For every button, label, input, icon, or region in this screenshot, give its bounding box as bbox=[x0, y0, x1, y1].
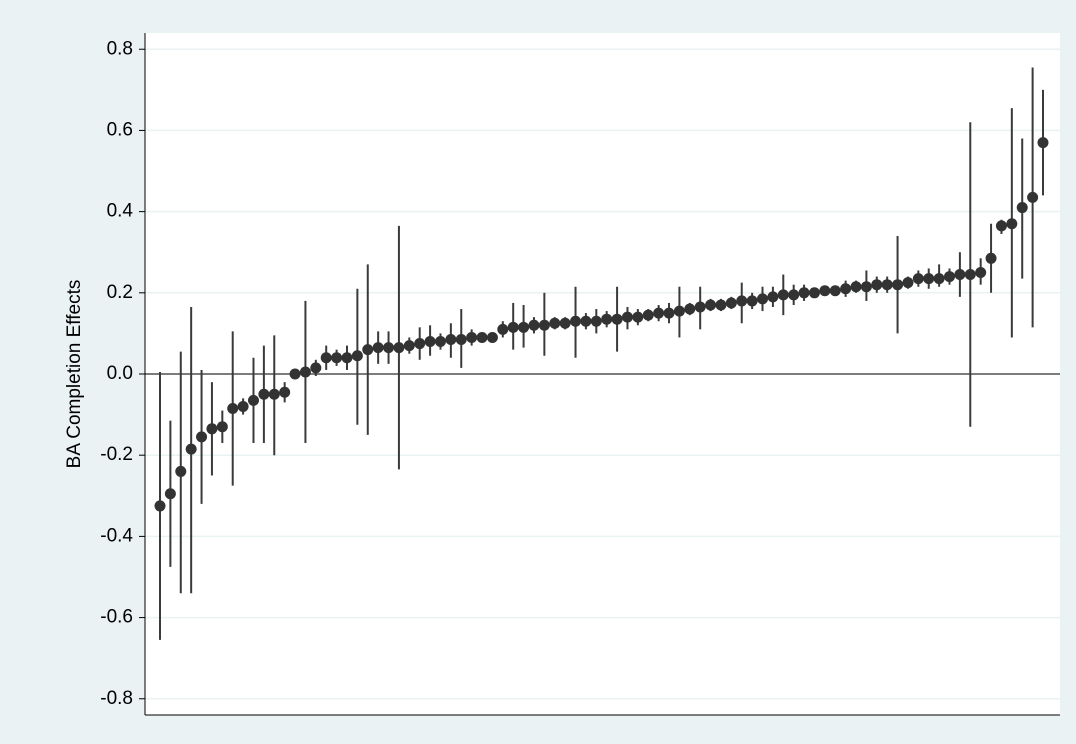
y-tick-label: -0.8 bbox=[100, 688, 133, 709]
point-estimate bbox=[985, 252, 997, 264]
point-estimate bbox=[393, 342, 405, 354]
point-estimate bbox=[289, 368, 301, 380]
y-tick-label: -0.6 bbox=[100, 607, 133, 628]
point-estimate bbox=[881, 279, 893, 291]
y-axis-label: BA Completion Effects bbox=[64, 280, 85, 469]
point-estimate bbox=[341, 352, 353, 364]
point-estimate bbox=[860, 281, 872, 293]
point-estimate bbox=[923, 273, 935, 285]
point-estimate bbox=[1037, 137, 1049, 149]
point-estimate bbox=[850, 281, 862, 293]
point-estimate bbox=[320, 352, 332, 364]
point-estimate bbox=[206, 423, 218, 435]
point-estimate bbox=[580, 315, 592, 327]
point-estimate bbox=[518, 321, 530, 333]
point-estimate bbox=[767, 291, 779, 303]
point-estimate bbox=[362, 344, 374, 356]
point-estimate bbox=[383, 342, 395, 354]
point-estimate bbox=[216, 421, 228, 433]
point-estimate bbox=[196, 431, 208, 443]
point-estimate bbox=[621, 311, 633, 323]
point-estimate bbox=[164, 488, 176, 500]
point-estimate bbox=[299, 366, 311, 378]
point-estimate bbox=[414, 338, 426, 350]
point-estimate bbox=[175, 465, 187, 477]
point-estimate bbox=[663, 307, 675, 319]
point-estimate bbox=[715, 299, 727, 311]
point-estimate bbox=[892, 279, 904, 291]
point-estimate bbox=[185, 443, 197, 455]
point-estimate bbox=[476, 331, 488, 343]
point-estimate bbox=[559, 317, 571, 329]
point-estimate bbox=[507, 321, 519, 333]
point-estimate bbox=[933, 273, 945, 285]
point-estimate bbox=[570, 315, 582, 327]
point-estimate bbox=[549, 317, 561, 329]
point-estimate bbox=[372, 342, 384, 354]
point-estimate bbox=[829, 285, 841, 297]
point-estimate bbox=[434, 336, 446, 348]
point-estimate bbox=[424, 336, 436, 348]
y-tick-label: 0.0 bbox=[107, 363, 133, 384]
point-estimate bbox=[995, 220, 1007, 232]
point-estimate bbox=[445, 333, 457, 345]
point-estimate bbox=[757, 293, 769, 305]
y-tick-label: 0.6 bbox=[107, 119, 133, 140]
point-estimate bbox=[310, 362, 322, 374]
point-estimate bbox=[258, 388, 270, 400]
point-estimate bbox=[590, 315, 602, 327]
point-estimate bbox=[944, 271, 956, 283]
point-estimate bbox=[694, 301, 706, 313]
point-estimate bbox=[777, 289, 789, 301]
point-estimate bbox=[1016, 202, 1028, 214]
point-estimate bbox=[237, 400, 249, 412]
point-estimate bbox=[279, 386, 291, 398]
point-estimate bbox=[954, 269, 966, 281]
point-estimate bbox=[528, 319, 540, 331]
point-estimate bbox=[486, 331, 498, 343]
point-estimate bbox=[746, 295, 758, 307]
point-estimate bbox=[351, 350, 363, 362]
point-estimate bbox=[403, 340, 415, 352]
point-estimate bbox=[725, 297, 737, 309]
point-estimate bbox=[673, 305, 685, 317]
point-estimate bbox=[736, 295, 748, 307]
point-estimate bbox=[632, 311, 644, 323]
point-estimate bbox=[798, 287, 810, 299]
point-estimate bbox=[497, 323, 509, 335]
point-estimate bbox=[1027, 191, 1039, 203]
y-tick-label: -0.4 bbox=[100, 525, 133, 546]
point-estimate bbox=[1006, 218, 1018, 230]
point-estimate bbox=[466, 331, 478, 343]
point-estimate bbox=[840, 283, 852, 295]
point-estimate bbox=[964, 269, 976, 281]
y-tick-label: 0.4 bbox=[107, 201, 134, 222]
point-estimate bbox=[684, 303, 696, 315]
point-estimate bbox=[819, 285, 831, 297]
point-estimate bbox=[154, 500, 166, 512]
point-estimate bbox=[902, 277, 914, 289]
y-tick-label: -0.2 bbox=[100, 444, 133, 465]
point-estimate bbox=[331, 352, 343, 364]
point-estimate bbox=[871, 279, 883, 291]
y-tick-label: 0.8 bbox=[107, 38, 133, 59]
point-estimate bbox=[975, 267, 987, 279]
point-estimate bbox=[788, 289, 800, 301]
point-estimate bbox=[247, 394, 259, 406]
point-estimate bbox=[455, 333, 467, 345]
point-estimate bbox=[642, 309, 654, 321]
point-estimate bbox=[538, 319, 550, 331]
point-estimate bbox=[227, 403, 239, 415]
point-estimate bbox=[268, 388, 280, 400]
point-estimate bbox=[611, 313, 623, 325]
y-tick-label: 0.2 bbox=[107, 282, 133, 303]
point-estimate bbox=[705, 299, 717, 311]
point-estimate bbox=[653, 307, 665, 319]
point-estimate bbox=[912, 273, 924, 285]
point-estimate bbox=[601, 313, 613, 325]
point-estimate bbox=[808, 287, 820, 299]
